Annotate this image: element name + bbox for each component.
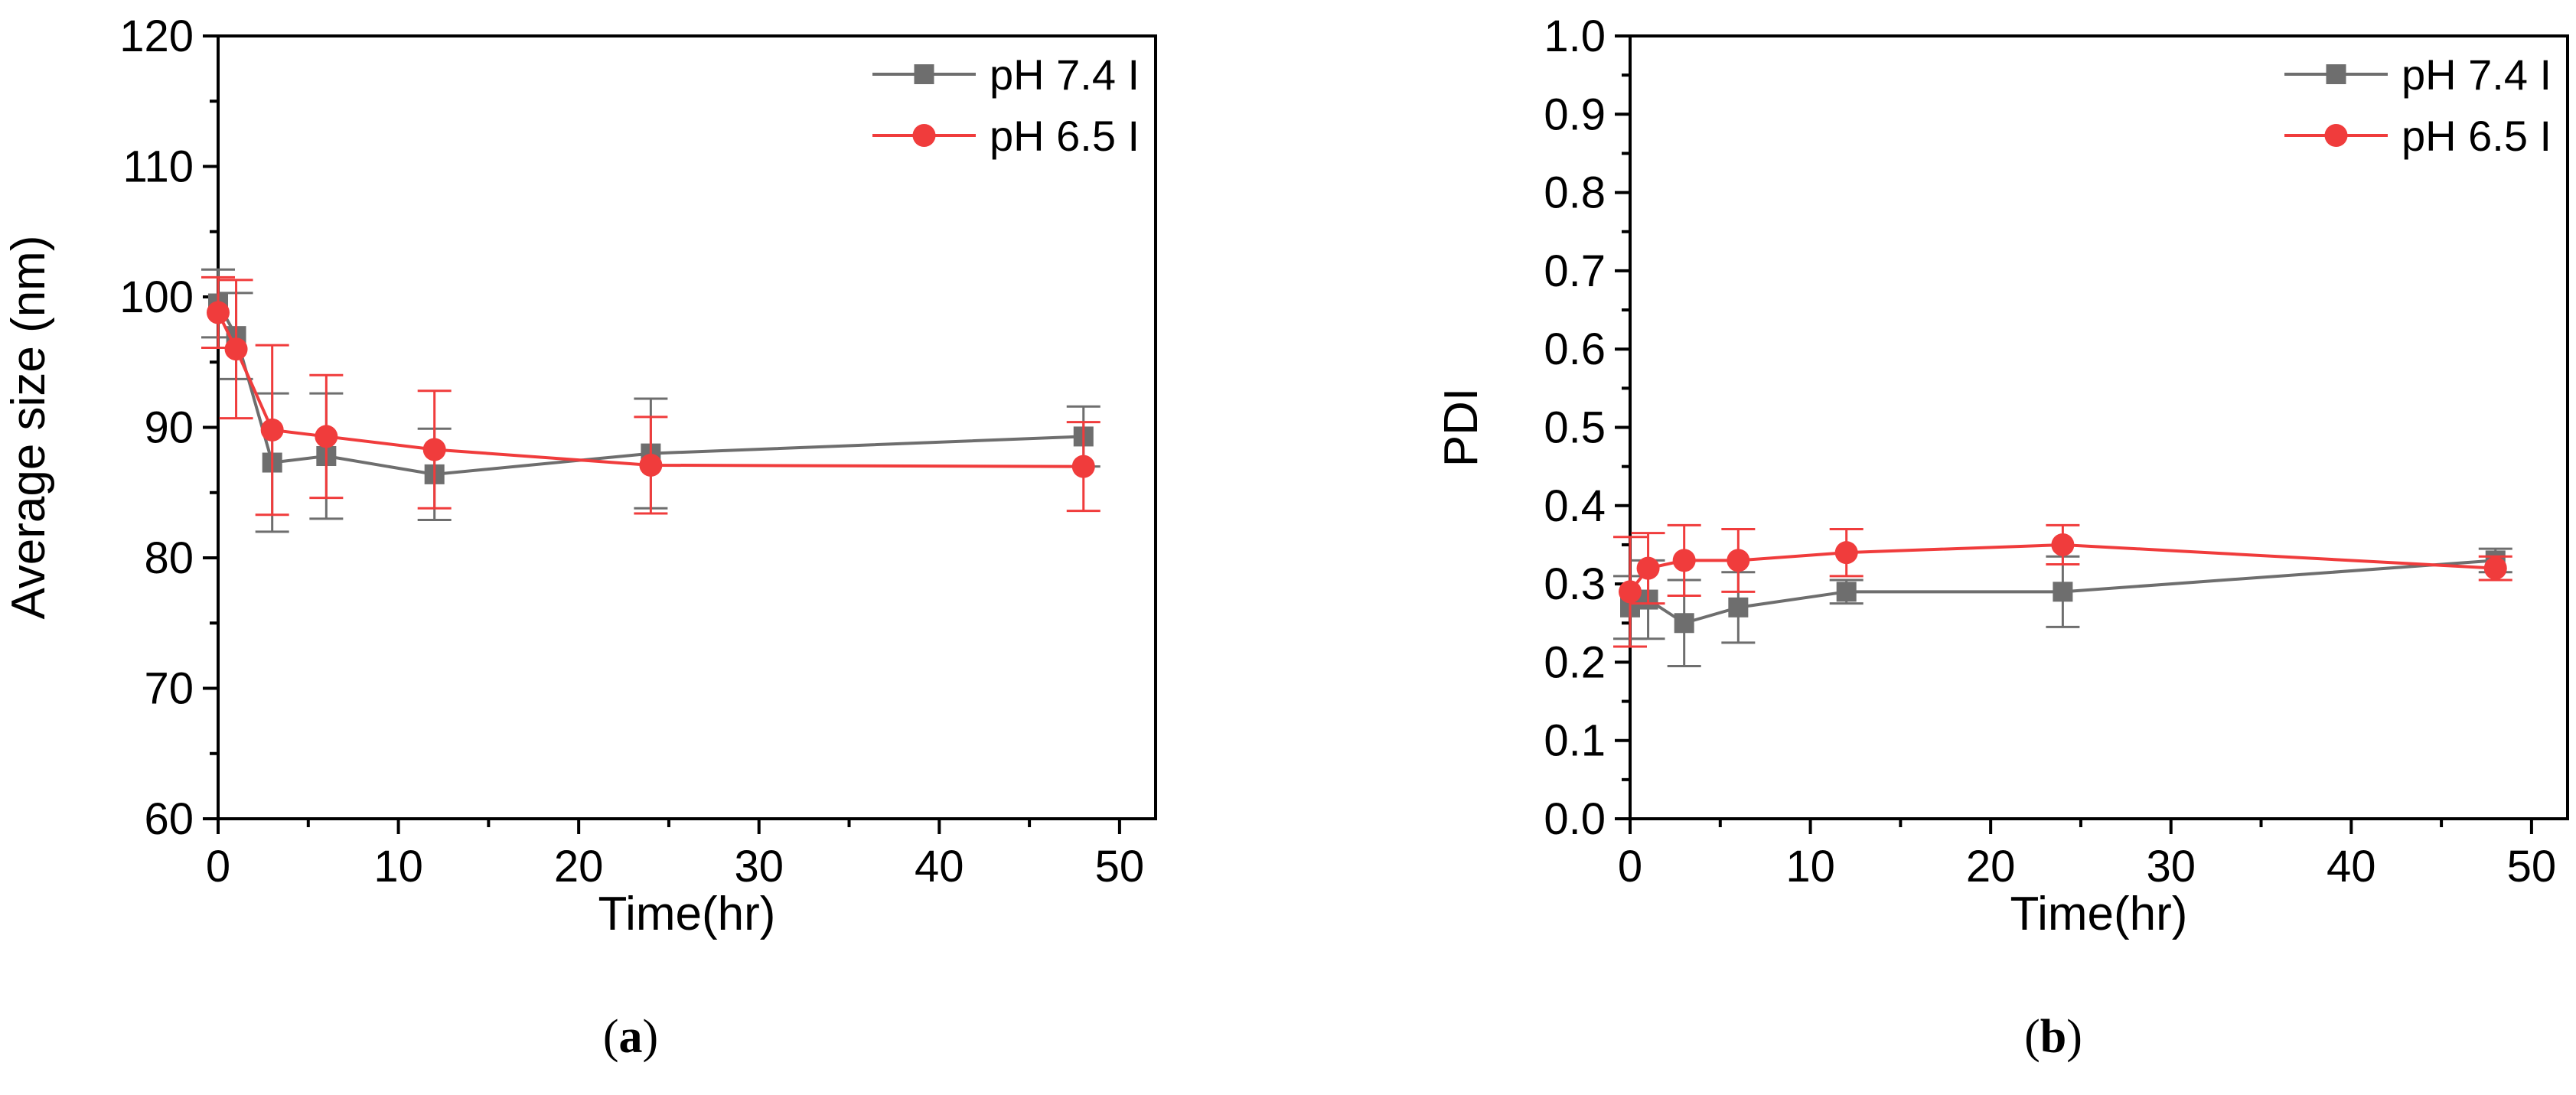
x-tick-label: 10 — [373, 842, 423, 891]
data-point-square — [1728, 597, 1749, 618]
y-tick-label: 0.2 — [1544, 637, 1606, 687]
data-point-circle — [224, 337, 248, 361]
caption-paren-close: ) — [2066, 1011, 2082, 1063]
panel-caption: (a) — [603, 1011, 658, 1063]
x-tick-label: 30 — [734, 842, 784, 891]
panel-caption: (b) — [2024, 1011, 2082, 1063]
data-point-circle — [2051, 533, 2075, 556]
y-tick-label: 70 — [144, 664, 194, 714]
legend: pH 7.4 I pH 6.5 I — [872, 51, 1140, 160]
x-tick-label: 40 — [2327, 842, 2376, 891]
legend-marker-square — [2326, 64, 2346, 84]
y-tick-label: 0.3 — [1544, 559, 1606, 609]
chart-panel-a: 0 10 20 30 40 50 60 70 80 90 100 110 120 Time(hr) Aver… — [2, 11, 1157, 1063]
y-axis-label: Average size (nm) — [2, 236, 55, 620]
data-point-square — [2053, 582, 2073, 602]
data-point-circle — [1672, 549, 1696, 572]
data-point-circle — [1071, 455, 1095, 478]
caption-letter: b — [2040, 1011, 2066, 1063]
x-tick-label: 10 — [1785, 842, 1835, 891]
data-point-square — [1674, 613, 1694, 634]
y-tick-label: 0.1 — [1544, 716, 1606, 766]
x-tick-label: 50 — [1095, 842, 1145, 891]
data-point-circle — [207, 301, 230, 324]
x-tick-label: 0 — [206, 842, 230, 891]
x-axis-label: Time(hr) — [598, 888, 776, 940]
y-tick-label: 0.6 — [1544, 324, 1606, 374]
series-ph-6-5 — [1613, 523, 2512, 648]
y-tick-label: 0.7 — [1544, 246, 1606, 296]
y-tick-label: 1.0 — [1544, 11, 1606, 61]
y-tick-label: 100 — [119, 272, 194, 322]
y-tick-label: 0.0 — [1544, 794, 1606, 844]
legend-marker-circle — [912, 124, 936, 147]
series-ph-6-5 — [201, 275, 1101, 517]
data-point-circle — [260, 418, 284, 442]
y-tick-label: 0.9 — [1544, 90, 1606, 139]
data-point-circle — [1834, 541, 1858, 565]
y-tick-label: 110 — [123, 142, 194, 192]
legend-label: pH 7.4 I — [990, 51, 1140, 99]
y-tick-label: 80 — [144, 533, 194, 583]
caption-letter: a — [619, 1011, 643, 1063]
data-point-square — [1836, 582, 1857, 602]
data-point-circle — [422, 438, 446, 461]
y-axis-label: PDI — [1435, 388, 1488, 467]
y-tick-label: 0.4 — [1544, 481, 1606, 531]
x-tick-label: 20 — [554, 842, 604, 891]
data-point-circle — [639, 453, 663, 477]
legend: pH 7.4 I pH 6.5 I — [2284, 51, 2552, 160]
x-tick-label: 50 — [2507, 842, 2557, 891]
legend-marker-circle — [2324, 124, 2348, 147]
y-tick-label: 0.5 — [1544, 403, 1606, 453]
data-point-circle — [2483, 556, 2507, 580]
x-tick-label: 20 — [1966, 842, 2016, 891]
chart-panel-b: 0 10 20 30 40 50 0.0 0.1 0.2 0.3 0.4 0.5 0.6 0.7 0.8 0.… — [1435, 11, 2569, 1063]
legend-marker-square — [914, 64, 934, 84]
y-tick-label: 120 — [119, 11, 194, 61]
caption-paren-open: ( — [2024, 1011, 2040, 1063]
caption-paren-open: ( — [603, 1011, 619, 1063]
data-point-circle — [1727, 549, 1750, 572]
legend-label: pH 6.5 I — [990, 112, 1140, 160]
legend-label: pH 7.4 I — [2402, 51, 2552, 99]
y-tick-label: 60 — [144, 794, 194, 844]
x-tick-label: 40 — [915, 842, 964, 891]
x-axis-label: Time(hr) — [2010, 888, 2188, 940]
caption-paren-close: ) — [643, 1011, 659, 1063]
data-point-circle — [1636, 556, 1660, 580]
data-point-circle — [315, 425, 338, 448]
legend-label: pH 6.5 I — [2402, 112, 2552, 160]
data-point-circle — [1619, 580, 1642, 604]
x-tick-label: 30 — [2146, 842, 2196, 891]
x-tick-label: 0 — [1618, 842, 1642, 891]
y-tick-label: 0.8 — [1544, 168, 1606, 218]
y-tick-label: 90 — [144, 403, 194, 453]
